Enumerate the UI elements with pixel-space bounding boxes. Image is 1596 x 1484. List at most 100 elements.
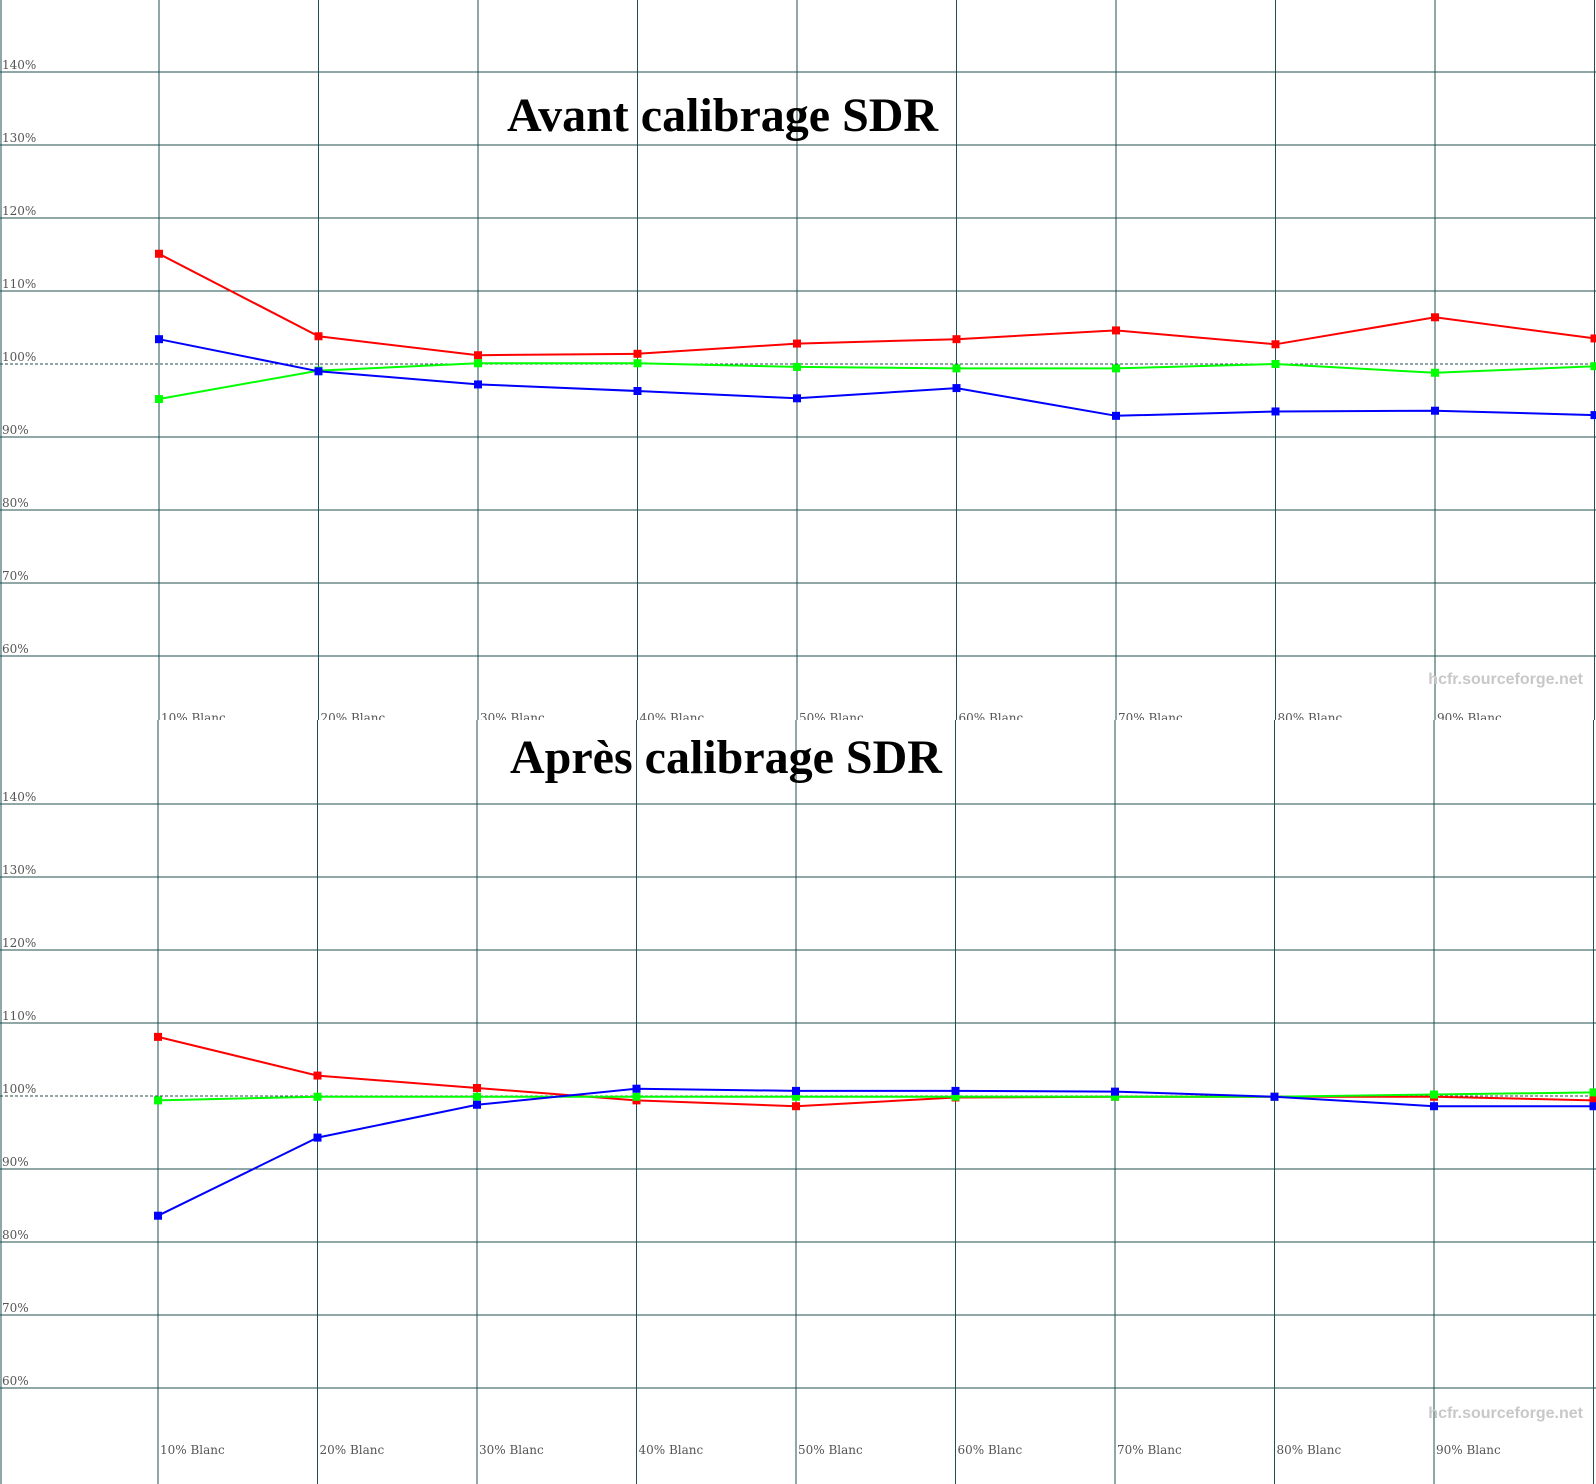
- data-point: [1589, 1096, 1596, 1105]
- x-tick-label: 20% Blanc: [320, 1443, 385, 1457]
- y-tick-label: 120%: [2, 204, 36, 218]
- data-point: [314, 367, 323, 376]
- y-tick-label: 110%: [2, 1009, 36, 1023]
- x-tick-label: 30% Blanc: [480, 711, 545, 720]
- data-point: [792, 1092, 800, 1101]
- data-point: [155, 395, 163, 404]
- y-tick-label: 100%: [2, 1082, 36, 1096]
- watermark: hcfr.sourceforge.net: [1428, 671, 1583, 688]
- y-tick-label: 80%: [2, 496, 29, 510]
- x-tick-label: 60% Blanc: [959, 711, 1024, 720]
- data-point: [792, 1086, 800, 1095]
- data-point: [155, 335, 163, 344]
- data-point: [474, 359, 482, 368]
- data-point: [632, 1084, 641, 1093]
- x-tick-label: 20% Blanc: [321, 711, 386, 720]
- y-tick-label: 110%: [2, 277, 36, 291]
- data-point: [474, 351, 482, 360]
- x-tick-label: 40% Blanc: [640, 711, 705, 720]
- data-point: [1112, 364, 1120, 373]
- data-point: [1590, 362, 1596, 371]
- y-tick-label: 60%: [2, 642, 29, 656]
- x-tick-label: 50% Blanc: [798, 1443, 863, 1457]
- y-tick-label: 70%: [2, 1301, 29, 1315]
- data-point: [1271, 407, 1280, 416]
- y-tick-label: 130%: [2, 863, 36, 877]
- x-tick-label: 90% Blanc: [1436, 1443, 1501, 1457]
- y-tick-label: 80%: [2, 1228, 29, 1242]
- data-point: [1430, 1090, 1438, 1099]
- data-point: [951, 1086, 960, 1095]
- y-tick-label: 70%: [2, 569, 29, 583]
- series-line: [158, 362, 1595, 400]
- data-point: [952, 384, 961, 393]
- y-tick-label: 100%: [2, 350, 36, 364]
- x-tick-label: 90% Blanc: [1437, 711, 1502, 720]
- data-point: [793, 339, 801, 348]
- series-line: [157, 1091, 1594, 1102]
- data-point: [473, 1092, 481, 1101]
- data-point: [633, 349, 642, 358]
- chart-title: Avant calibrage SDR: [507, 89, 939, 142]
- series-line: [158, 338, 1595, 417]
- y-tick-label: 120%: [2, 936, 36, 950]
- data-point: [1271, 340, 1280, 349]
- data-point: [1431, 406, 1439, 415]
- x-tick-label: 70% Blanc: [1117, 1443, 1182, 1457]
- data-point: [155, 249, 163, 258]
- data-point: [1112, 411, 1120, 420]
- data-point: [474, 380, 482, 389]
- watermark: hcfr.sourceforge.net: [1428, 1405, 1583, 1422]
- data-point: [1112, 326, 1120, 335]
- x-tick-label: 10% Blanc: [160, 1443, 225, 1457]
- data-point: [313, 1133, 322, 1142]
- data-point: [1271, 360, 1280, 368]
- data-point: [314, 332, 323, 341]
- series-line: [158, 252, 1595, 357]
- chart-avant: 140% 130% 120% 110% 100% 90% 80% 70% 60% 10% Blan…: [0, 0, 1596, 720]
- data-point: [1589, 1102, 1596, 1111]
- data-point: [633, 359, 642, 368]
- data-point: [313, 1092, 322, 1101]
- data-point: [1589, 1088, 1596, 1097]
- data-point: [154, 1032, 162, 1041]
- data-point: [1111, 1092, 1119, 1101]
- x-tick-label: 40% Blanc: [639, 1443, 704, 1457]
- x-tick-label: 80% Blanc: [1277, 1443, 1342, 1457]
- y-tick-label: 140%: [2, 58, 36, 72]
- x-tick-label: 10% Blanc: [161, 711, 226, 720]
- chart-apres: 140% 130% 120% 110% 100% 90% 80% 70% 60% 10% Blan…: [0, 720, 1596, 1484]
- x-tick-label: 50% Blanc: [799, 711, 864, 720]
- data-point: [473, 1100, 481, 1109]
- chart-title: Après calibrage SDR: [510, 731, 943, 784]
- data-point: [793, 362, 801, 371]
- y-tick-label: 60%: [2, 1374, 29, 1388]
- data-point: [952, 335, 961, 344]
- data-point: [473, 1083, 481, 1092]
- data-point: [1270, 1092, 1279, 1101]
- y-tick-label: 130%: [2, 131, 36, 145]
- data-point: [1111, 1087, 1119, 1096]
- data-point: [1431, 368, 1439, 377]
- data-point: [952, 364, 961, 373]
- series-line: [157, 1035, 1594, 1108]
- data-point: [154, 1096, 162, 1105]
- data-point: [793, 394, 801, 403]
- data-point: [154, 1211, 162, 1220]
- x-tick-label: 60% Blanc: [958, 1443, 1023, 1457]
- y-tick-label: 90%: [2, 1155, 29, 1169]
- data-point: [1430, 1102, 1438, 1111]
- data-point: [313, 1071, 322, 1080]
- data-point: [633, 387, 642, 396]
- chart-apres-plot: 140% 130% 120% 110% 100% 90% 80% 70% 60% 10% Blan…: [0, 720, 1596, 1484]
- series-line: [157, 1087, 1594, 1217]
- x-tick-label: 30% Blanc: [479, 1443, 544, 1457]
- data-point: [1590, 334, 1596, 343]
- data-point: [1590, 411, 1596, 420]
- data-point: [632, 1092, 641, 1101]
- data-point: [1431, 313, 1439, 322]
- y-tick-label: 140%: [2, 790, 36, 804]
- data-point: [792, 1102, 800, 1111]
- chart-avant-plot: 140% 130% 120% 110% 100% 90% 80% 70% 60% 10% Blan…: [0, 0, 1596, 720]
- y-tick-label: 90%: [2, 423, 29, 437]
